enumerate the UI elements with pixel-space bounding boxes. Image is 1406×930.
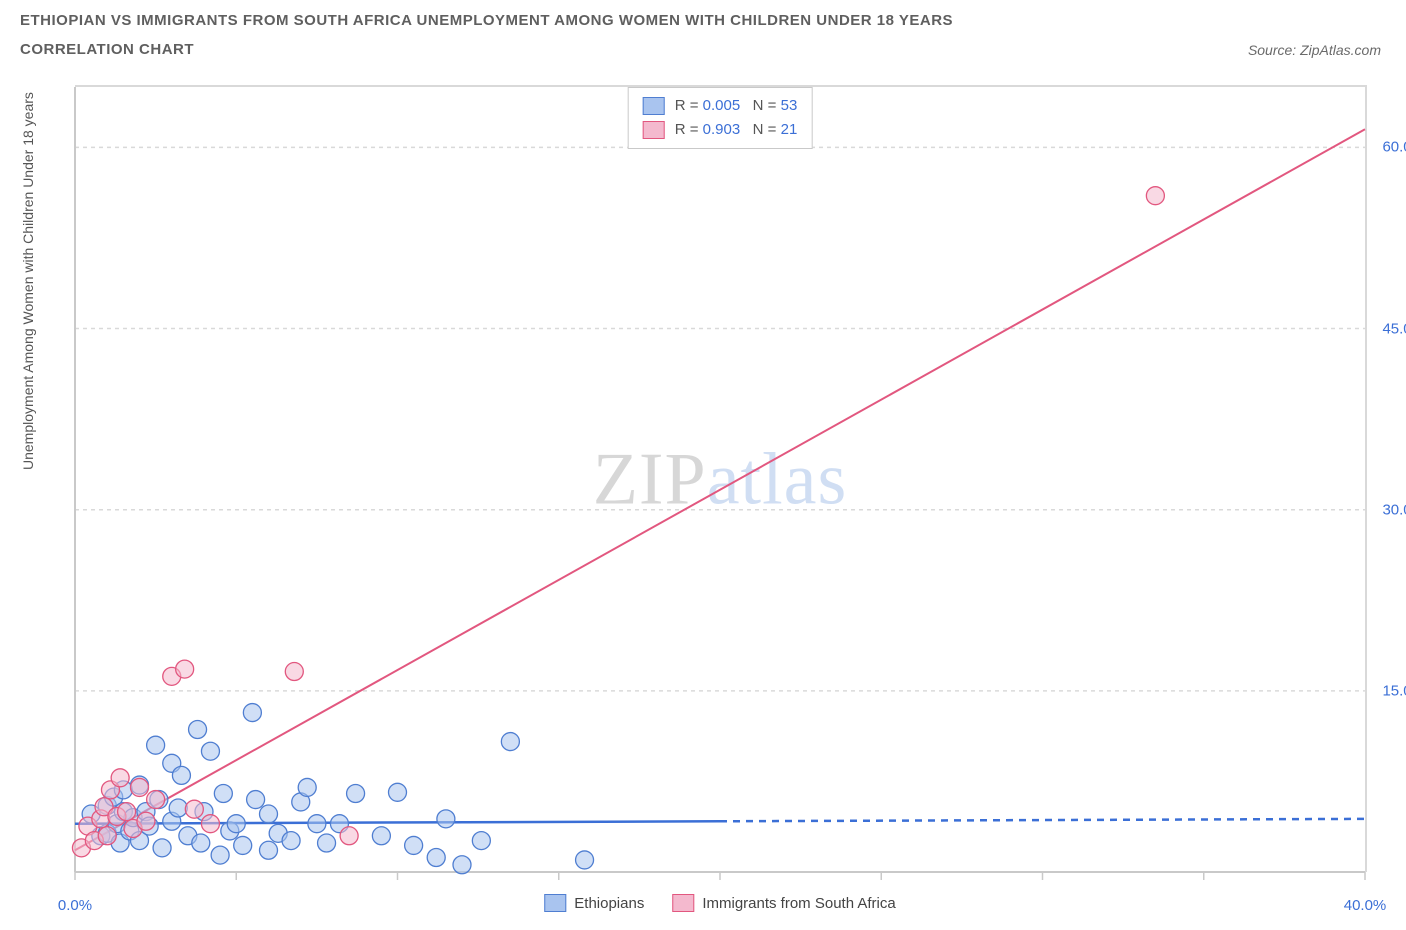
chart-title-line-1: ETHIOPIAN VS IMMIGRANTS FROM SOUTH AFRIC… <box>20 12 953 29</box>
y-tick-label: 45.0% <box>1382 320 1406 337</box>
y-axis-label: Unemployment Among Women with Children U… <box>20 92 36 470</box>
legend-swatch <box>643 121 665 139</box>
chart-title-block: ETHIOPIAN VS IMMIGRANTS FROM SOUTH AFRIC… <box>20 12 953 70</box>
chart-plot-area: ZIPatlas R = 0.005 N = 53R = 0.903 N = 2… <box>75 85 1367 872</box>
correlation-legend: R = 0.005 N = 53R = 0.903 N = 21 <box>628 87 813 149</box>
legend-swatch <box>672 894 694 912</box>
x-tick-label: 0.0% <box>58 897 92 914</box>
chart-svg <box>75 87 1365 872</box>
source-attribution: Source: ZipAtlas.com <box>1248 42 1381 58</box>
legend-row-south_africa: R = 0.903 N = 21 <box>643 118 798 142</box>
x-tick-label: 40.0% <box>1344 897 1387 914</box>
y-tick-label: 30.0% <box>1382 501 1406 518</box>
y-tick-label: 15.0% <box>1382 682 1406 699</box>
y-tick-label: 60.0% <box>1382 139 1406 156</box>
series-legend: Ethiopians Immigrants from South Africa <box>544 894 895 912</box>
legend-item-ethiopians: Ethiopians <box>544 894 644 912</box>
legend-stats: R = 0.903 N = 21 <box>675 118 798 142</box>
chart-title-line-2: CORRELATION CHART <box>20 41 953 58</box>
legend-stats: R = 0.005 N = 53 <box>675 94 798 118</box>
legend-label: Immigrants from South Africa <box>702 895 895 912</box>
legend-swatch <box>544 894 566 912</box>
legend-item-south_africa: Immigrants from South Africa <box>672 894 895 912</box>
legend-row-ethiopians: R = 0.005 N = 53 <box>643 94 798 118</box>
legend-swatch <box>643 97 665 115</box>
legend-label: Ethiopians <box>574 895 644 912</box>
